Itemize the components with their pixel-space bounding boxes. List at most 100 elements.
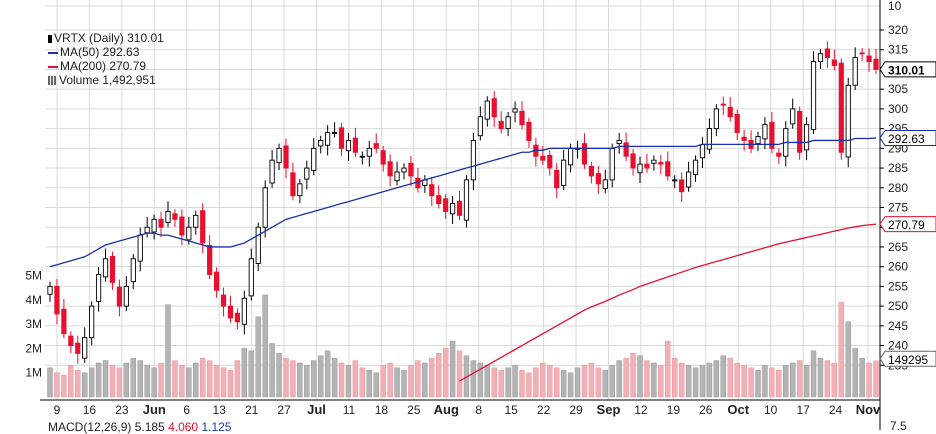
volume-bar xyxy=(311,360,317,398)
candle-body xyxy=(859,52,865,55)
date-tick-label: 12 xyxy=(634,403,648,417)
date-tick-label: 19 xyxy=(667,403,681,417)
candle-body xyxy=(207,244,213,276)
volume-bar xyxy=(498,370,504,398)
volume-bar xyxy=(574,367,581,398)
candle-body xyxy=(255,226,261,264)
date-tick-label: Aug xyxy=(434,402,459,417)
candle-body xyxy=(616,139,622,145)
volume-bar xyxy=(796,360,803,398)
date-tick-label: 16 xyxy=(83,403,97,417)
candle-body xyxy=(554,169,560,189)
candle-body xyxy=(144,226,150,234)
candle-body xyxy=(637,163,643,174)
volume-bar xyxy=(484,365,490,398)
volume-bar xyxy=(366,370,372,398)
macd-signal-value: 4.060 xyxy=(168,420,199,434)
candle-body xyxy=(720,103,726,106)
volume-bar xyxy=(866,362,872,398)
volume-bar xyxy=(262,294,268,398)
candle-body xyxy=(679,179,685,193)
candle-body xyxy=(567,147,574,166)
volume-bar xyxy=(588,362,595,398)
volume-bar xyxy=(165,304,171,398)
volume-bar xyxy=(637,355,643,398)
candle-body xyxy=(699,143,706,159)
date-tick-label: Nov xyxy=(856,402,881,417)
candle-body xyxy=(373,143,379,149)
date-tick-label: 29 xyxy=(569,403,583,417)
candle-body xyxy=(366,147,372,157)
volume-bar xyxy=(581,365,588,398)
volume-bar xyxy=(429,357,435,398)
candle-body xyxy=(345,139,352,152)
price-tick-label: 260 xyxy=(888,260,908,274)
candle-body xyxy=(325,132,331,146)
date-tick-label: 24 xyxy=(829,403,843,417)
volume-bar xyxy=(352,360,359,398)
candle-body xyxy=(241,297,247,325)
volume-bar xyxy=(144,365,150,398)
volume-bar xyxy=(616,360,622,398)
volume-tick-label: 2M xyxy=(25,341,42,355)
candle-body xyxy=(623,142,629,157)
candle-body xyxy=(387,161,393,177)
candle-body xyxy=(658,162,664,165)
volume-bar xyxy=(678,362,685,398)
price-tick-label: 315 xyxy=(888,43,908,57)
candle-body xyxy=(331,132,338,135)
date-tick-label: 23 xyxy=(115,403,129,417)
volume-bar xyxy=(873,360,879,398)
legend-ma200: MA(200) 270.79 xyxy=(48,59,164,73)
volume-bar xyxy=(519,370,525,398)
volume-bar xyxy=(505,367,511,398)
date-tick-label: 11 xyxy=(343,403,356,417)
volume-bar xyxy=(554,367,560,398)
candle-body xyxy=(651,159,657,164)
date-tick-label: 15 xyxy=(504,403,518,417)
candle-body xyxy=(82,337,88,359)
volume-bar xyxy=(824,360,831,398)
date-tick-label: Oct xyxy=(727,402,749,417)
value-marker-label: 149295 xyxy=(888,353,928,367)
volume-bar xyxy=(206,360,213,398)
candle-body xyxy=(283,145,289,169)
volume-bar xyxy=(283,357,289,398)
volume-axis: 1M 2M 3M 4M 5M xyxy=(25,269,42,380)
volume-bar xyxy=(331,357,338,398)
date-tick-label: 10 xyxy=(764,403,778,417)
volume-tick-label: 3M xyxy=(25,317,42,331)
candle-body xyxy=(179,216,185,236)
volume-bar xyxy=(408,365,414,398)
volume-bar xyxy=(658,365,664,398)
volume-bar xyxy=(401,370,407,398)
candle-body xyxy=(581,143,588,165)
candle-body xyxy=(810,61,817,130)
volume-bar xyxy=(47,367,53,398)
volume-bar xyxy=(200,357,206,398)
candle-body xyxy=(165,210,171,223)
volume-bar xyxy=(241,348,248,398)
volume-bar xyxy=(380,365,386,398)
candle-body xyxy=(172,213,178,220)
candle-body xyxy=(790,108,796,125)
candle-body xyxy=(824,48,831,59)
date-tick-label: 8 xyxy=(475,403,482,417)
candle-body xyxy=(75,342,81,354)
candle-body xyxy=(734,113,740,134)
price-tick-label: 245 xyxy=(888,319,908,333)
date-tick-label: 21 xyxy=(245,403,259,417)
value-marker-label: 310.01 xyxy=(888,63,925,77)
volume-bars xyxy=(47,294,879,398)
legend-ma50: MA(50) 292.63 xyxy=(48,45,164,59)
volume-bar xyxy=(345,365,352,398)
candle-body xyxy=(151,218,157,233)
volume-bar xyxy=(359,367,366,398)
volume-bar xyxy=(151,367,157,398)
price-tick-label: 10 xyxy=(888,0,902,13)
price-tick-label: 285 xyxy=(888,161,908,175)
volume-bar xyxy=(186,367,192,398)
volume-bar xyxy=(567,372,574,398)
candle-body xyxy=(755,136,761,145)
volume-bar xyxy=(130,357,136,398)
